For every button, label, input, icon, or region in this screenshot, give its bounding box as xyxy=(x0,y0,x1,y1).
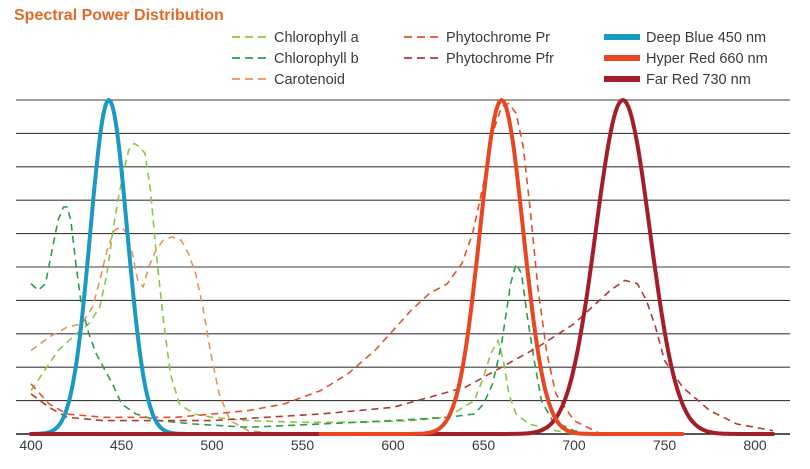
x-tick-label: 650 xyxy=(472,437,496,453)
legend: Chlorophyll a Chlorophyll b Carotenoid Phyt… xyxy=(232,30,768,88)
x-tick-label: 450 xyxy=(110,437,134,453)
series-line-phytochrome-pr xyxy=(30,102,602,435)
x-tick-label: 500 xyxy=(200,437,224,453)
legend-label-chlorophyll-b: Chlorophyll b xyxy=(274,51,359,67)
x-tick-label: 700 xyxy=(562,437,586,453)
legend-label-carotenoid: Carotenoid xyxy=(274,72,345,88)
x-tick-label: 550 xyxy=(291,437,315,453)
series-line-carotenoid xyxy=(30,226,285,435)
x-tick-label: 750 xyxy=(653,437,677,453)
series-group xyxy=(29,98,776,436)
x-tick-label: 400 xyxy=(19,437,43,453)
legend-label-phytochrome-pr: Phytochrome Pr xyxy=(446,30,550,46)
x-tick-label: 600 xyxy=(381,437,405,453)
x-axis-ticks: 400 450 500 550 600 650 700 750 800 xyxy=(19,437,767,453)
grid-lines xyxy=(16,99,790,435)
chart-title: Spectral Power Distribution xyxy=(14,7,224,24)
legend-label-hyper-red-660-nm: Hyper Red 660 nm xyxy=(646,51,768,67)
legend-label-phytochrome-pfr: Phytochrome Pfr xyxy=(446,51,554,67)
series-line-chlorophyll-a xyxy=(30,142,575,435)
series-line-hyper-red-660-nm xyxy=(318,98,685,436)
legend-label-deep-blue-450-nm: Deep Blue 450 nm xyxy=(646,30,766,46)
legend-label-far-red-730-nm: Far Red 730 nm xyxy=(646,72,751,88)
series-line-chlorophyll-b xyxy=(30,206,593,435)
x-tick-label: 800 xyxy=(743,437,767,453)
legend-label-chlorophyll-a: Chlorophyll a xyxy=(274,30,360,46)
